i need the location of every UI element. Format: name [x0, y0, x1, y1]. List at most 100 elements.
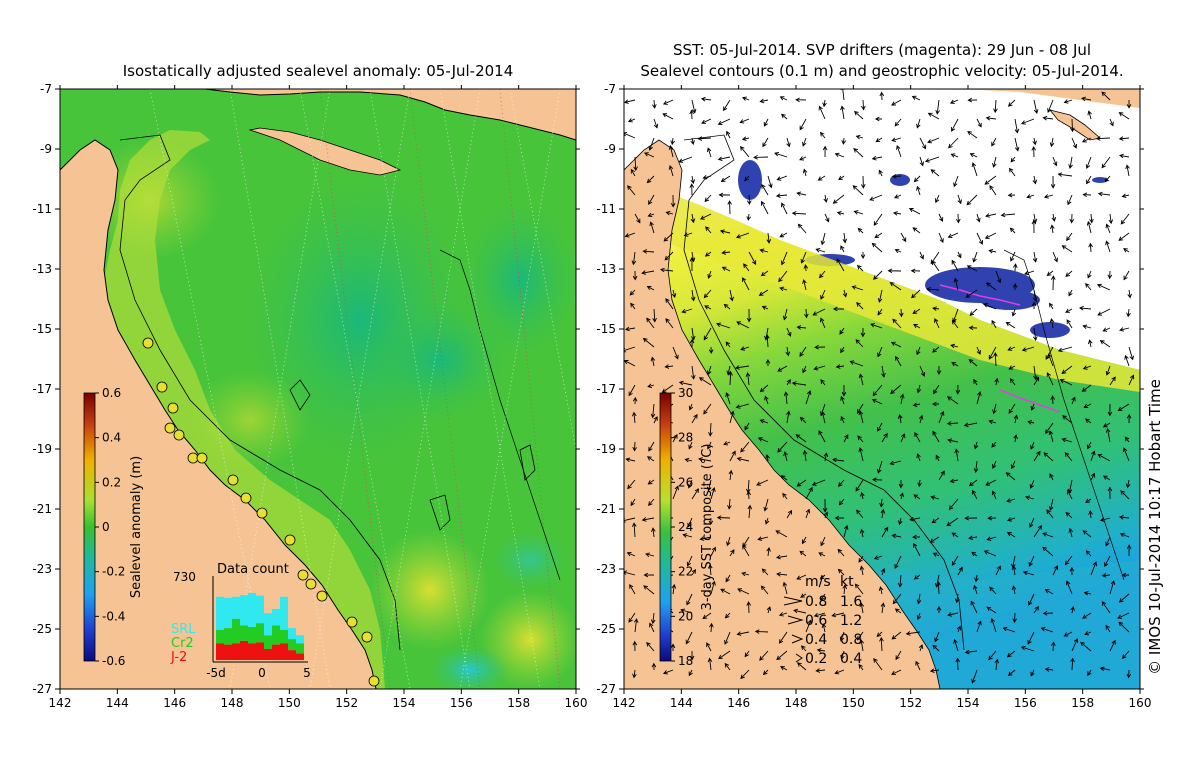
x-tick-label: 160 [1129, 696, 1152, 710]
speed-legend-ms: 0.2 [805, 651, 827, 667]
colorbar-tick-label: 24 [678, 520, 693, 534]
histogram-bar [240, 640, 248, 660]
x-tick-label: 154 [957, 696, 980, 710]
histogram-bar [296, 635, 304, 644]
histogram-bar [232, 596, 240, 619]
speed-legend: m/s kt 0.8 1.6 0.6 1.2 0.4 0.8 0.2 0.4 [783, 574, 862, 667]
right-panel-title-line2: Sealevel contours (0.1 m) and geostrophi… [640, 62, 1124, 80]
png-land-right [769, 89, 1140, 108]
x-tick-label: 152 [899, 696, 922, 710]
colorbar-tick-label: 0.2 [102, 475, 121, 489]
histogram-bar [280, 643, 288, 660]
colorbar-tick-label: 18 [678, 654, 693, 668]
y-tick-label: -11 [596, 202, 616, 216]
histogram-bar [232, 643, 240, 660]
x-tick-label: 146 [727, 696, 750, 710]
histogram-bar [248, 643, 256, 660]
histogram-legend-srl: SRL [171, 622, 196, 637]
histogram-max-label: 730 [173, 570, 196, 584]
histogram-bar [272, 608, 280, 626]
sla-colorbar [83, 392, 96, 662]
speed-legend-arrow [791, 634, 804, 644]
histogram-bar [224, 644, 232, 660]
histogram-legend-cr2: Cr2 [171, 636, 194, 651]
histogram-bar [216, 596, 224, 630]
speed-legend-kt: 0.4 [840, 651, 862, 667]
x-tick-label: 150 [278, 696, 301, 710]
x-tick-label: 150 [842, 696, 865, 710]
australia-land-right [624, 139, 941, 689]
y-tick-label: -17 [596, 382, 616, 396]
speed-legend-kt: 0.8 [840, 632, 862, 648]
left-map-axes: 142 144 146 148 150 152 154 156 158 160 -7 -9 -11 -13… [32, 82, 587, 710]
y-tick-label: -19 [596, 442, 616, 456]
x-tick-label: 142 [613, 696, 636, 710]
y-tick-label: -25 [32, 622, 52, 636]
speed-legend-arrow [787, 615, 804, 625]
histogram-bar [240, 625, 248, 641]
colorbar-tick-label: -0.4 [102, 609, 125, 623]
x-tick-label: 160 [565, 696, 588, 710]
left-panel-title: Isostatically adjusted sealevel anomaly:… [122, 62, 514, 80]
colorbar-tick-label: 30 [678, 386, 693, 400]
colorbar-tick-label: -0.6 [102, 654, 125, 668]
x-tick-label: 154 [393, 696, 416, 710]
sst-colorbar-label: 3-day SST composite (°C) [700, 444, 715, 611]
x-tick-label: 158 [507, 696, 530, 710]
histogram-bar [248, 627, 256, 644]
colorbar-tick-label: 26 [678, 475, 693, 489]
imos-credit: © IMOS 10-Jul-2014 10:17 Hobart Time [1146, 379, 1164, 675]
histogram-bar [248, 592, 256, 627]
colorbar-tick-label: 22 [678, 565, 693, 579]
histogram-bar [224, 597, 232, 629]
histogram-bar [288, 628, 296, 640]
y-tick-label: -21 [32, 502, 52, 516]
speed-legend-header-ms: m/s [805, 574, 831, 590]
y-tick-label: -27 [32, 682, 52, 696]
x-tick-label: 158 [1071, 696, 1094, 710]
speed-legend-header-kt: kt [840, 574, 854, 590]
histogram-bar [272, 625, 280, 645]
histogram-bar [232, 618, 240, 644]
colorbar-tick-label: 0.6 [102, 386, 121, 400]
histogram-bar [256, 623, 264, 643]
australia-land [60, 140, 376, 689]
right-map-axes: 142 144 146 148 150 152 154 156 158 160 -7 -9 -11 -13… [596, 82, 1151, 710]
histogram-bar [296, 643, 304, 654]
sst-colorbar [659, 392, 672, 662]
speed-legend-kt: 1.2 [840, 613, 862, 629]
y-tick-label: -15 [32, 322, 52, 336]
colorbar-tick-label: 0 [102, 520, 110, 534]
y-tick-label: -19 [32, 442, 52, 456]
speed-legend-kt: 1.6 [840, 594, 862, 610]
x-tick-label: 152 [335, 696, 358, 710]
histogram-legend-j-2: J-2 [170, 650, 187, 665]
y-tick-label: -15 [596, 322, 616, 336]
colorbar-tick-label: 0.4 [102, 431, 121, 445]
x-tick-label: 142 [49, 696, 72, 710]
histogram-x-tick: -5d [206, 666, 226, 680]
y-tick-label: -27 [596, 682, 616, 696]
histogram-bar [264, 649, 272, 660]
x-tick-label: 148 [785, 696, 808, 710]
speed-legend-ms: 0.4 [805, 632, 827, 648]
histogram-bar [280, 596, 288, 630]
y-tick-label: -23 [596, 562, 616, 576]
y-tick-label: -9 [40, 142, 52, 156]
y-tick-label: -23 [32, 562, 52, 576]
y-tick-label: -11 [32, 202, 52, 216]
histogram-bar [288, 650, 296, 660]
colorbar-tick-label: 20 [678, 609, 693, 623]
colorbar-tick-label: -0.2 [102, 565, 125, 579]
colorbar-tick-label: 28 [678, 431, 693, 445]
histogram-bar [264, 635, 272, 649]
x-tick-label: 144 [106, 696, 129, 710]
y-tick-label: -13 [596, 262, 616, 276]
histogram-bar [216, 629, 224, 644]
x-tick-label: 156 [1014, 696, 1037, 710]
sla-colorbar-label: Sealevel anomaly (m) [129, 456, 144, 598]
histogram-title: Data count [217, 562, 289, 577]
y-tick-label: -9 [604, 142, 616, 156]
x-tick-label: 146 [163, 696, 186, 710]
